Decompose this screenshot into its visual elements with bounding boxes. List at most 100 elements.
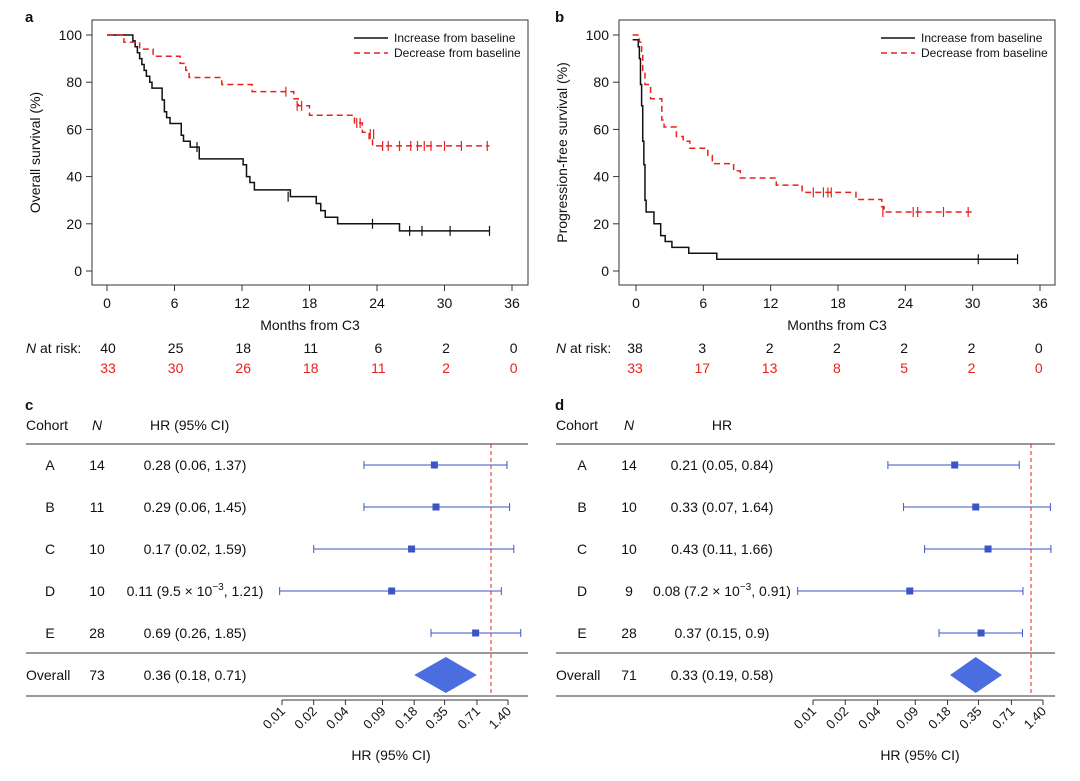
row-n: 14 xyxy=(621,457,637,473)
hr-point xyxy=(906,587,914,595)
risk-count-decrease: 26 xyxy=(235,360,251,376)
row-hr-text: 0.21 (0.05, 0.84) xyxy=(671,457,774,473)
y-tick-label: 40 xyxy=(66,169,82,185)
legend-label-increase: Increase from baseline xyxy=(394,31,516,45)
risk-label-rest: at risk: xyxy=(566,340,611,356)
row-cohort: A xyxy=(577,457,587,473)
risk-count-decrease: 0 xyxy=(510,360,518,376)
x-tick-label: 0.01 xyxy=(260,704,289,733)
x-tick-label: 0.01 xyxy=(791,704,820,733)
x-tick-label: 0.71 xyxy=(455,704,484,733)
overall-hr-text: 0.36 (0.18, 0.71) xyxy=(144,667,247,683)
row-n: 11 xyxy=(90,499,105,515)
row-hr-text: 0.37 (0.15, 0.9) xyxy=(675,625,770,641)
y-tick-label: 60 xyxy=(66,121,82,137)
survival-curve-increase xyxy=(632,38,1018,260)
risk-count-decrease: 8 xyxy=(833,360,841,376)
overall-diamond xyxy=(950,657,1002,693)
risk-count-decrease: 2 xyxy=(442,360,450,376)
row-cohort: E xyxy=(577,625,586,641)
y-tick-label: 20 xyxy=(593,216,609,232)
row-cohort: D xyxy=(577,583,587,599)
row-cohort: B xyxy=(45,499,54,515)
x-tick-label: 36 xyxy=(1032,295,1048,311)
row-hr-exponent: −3 xyxy=(740,582,752,593)
y-tick-label: 100 xyxy=(586,27,610,43)
x-tick-label: 0 xyxy=(632,295,640,311)
y-tick-label: 60 xyxy=(593,121,609,137)
x-tick-label: 6 xyxy=(699,295,707,311)
x-tick-label: 0.04 xyxy=(323,704,352,733)
col-header-n: N xyxy=(92,417,103,433)
risk-count-increase: 0 xyxy=(1035,340,1043,356)
row-n: 10 xyxy=(621,499,637,515)
row-cohort: A xyxy=(45,457,55,473)
risk-count-increase: 6 xyxy=(375,340,383,356)
risk-count-decrease: 30 xyxy=(168,360,184,376)
row-n: 10 xyxy=(89,583,105,599)
x-tick-label: 30 xyxy=(437,295,453,311)
col-header-n: N xyxy=(624,417,635,433)
survival-curve-increase xyxy=(107,34,490,232)
row-n: 10 xyxy=(621,541,637,557)
x-tick-label: 0 xyxy=(103,295,111,311)
x-axis-label: Months from C3 xyxy=(787,317,887,333)
risk-label-n: N xyxy=(26,340,37,356)
risk-count-increase: 2 xyxy=(833,340,841,356)
panel-letter-a: a xyxy=(25,9,34,26)
row-cohort: B xyxy=(577,499,586,515)
survival-curve-decrease xyxy=(107,34,490,147)
x-tick-label: 0.18 xyxy=(392,704,421,733)
x-tick-label: 0.02 xyxy=(291,704,320,733)
row-hr-text: 0.43 (0.11, 1.66) xyxy=(671,541,773,557)
hr-point xyxy=(972,503,980,511)
risk-count-decrease: 33 xyxy=(627,360,643,376)
risk-count-increase: 2 xyxy=(442,340,450,356)
risk-count-decrease: 17 xyxy=(695,360,711,376)
y-tick-label: 100 xyxy=(59,27,83,43)
row-cohort: C xyxy=(577,541,587,557)
x-tick-label: 0.09 xyxy=(360,704,389,733)
overall-label: Overall xyxy=(556,667,600,683)
row-hr-text: 0.08 (7.2 × 10−3, 0.91) xyxy=(653,582,791,599)
risk-count-increase: 11 xyxy=(304,340,319,356)
panel-letter-d: d xyxy=(555,397,564,414)
x-tick-label: 12 xyxy=(763,295,779,311)
hr-point xyxy=(472,629,480,637)
row-hr-exponent: −3 xyxy=(212,582,224,593)
risk-count-decrease: 13 xyxy=(762,360,778,376)
risk-count-increase: 38 xyxy=(627,340,643,356)
col-header-hr: HR (95% CI) xyxy=(150,417,229,433)
x-tick-label: 0.02 xyxy=(823,704,852,733)
risk-count-decrease: 2 xyxy=(968,360,976,376)
row-hr-text: 0.17 (0.02, 1.59) xyxy=(144,541,247,557)
x-tick-label: 0.18 xyxy=(925,704,954,733)
y-tick-label: 20 xyxy=(66,216,82,232)
plot-frame xyxy=(618,19,1056,286)
x-tick-label: 18 xyxy=(302,295,318,311)
row-hr-head: 0.08 (7.2 × 10 xyxy=(653,583,740,599)
risk-count-increase: 3 xyxy=(698,340,706,356)
x-tick-label: 0.04 xyxy=(855,704,884,733)
x-axis-label: HR (95% CI) xyxy=(880,747,959,763)
risk-count-increase: 25 xyxy=(168,340,184,356)
y-tick-label: 80 xyxy=(593,74,609,90)
y-tick-label: 80 xyxy=(66,74,82,90)
risk-count-increase: 0 xyxy=(510,340,518,356)
risk-count-decrease: 0 xyxy=(1035,360,1043,376)
x-tick-label: 12 xyxy=(234,295,250,311)
legend-label-decrease: Decrease from baseline xyxy=(921,46,1048,60)
x-tick-label: 1.40 xyxy=(486,704,515,733)
x-tick-label: 0.35 xyxy=(956,704,985,733)
col-header-cohort: Cohort xyxy=(26,417,68,433)
risk-count-decrease: 33 xyxy=(100,360,116,376)
legend-label-decrease: Decrease from baseline xyxy=(394,46,521,60)
row-hr-head: 0.11 (9.5 × 10 xyxy=(127,583,213,599)
overall-label: Overall xyxy=(26,667,70,683)
hr-point xyxy=(984,545,992,553)
row-cohort: D xyxy=(45,583,55,599)
x-tick-label: 18 xyxy=(830,295,846,311)
row-n: 9 xyxy=(625,583,633,599)
risk-label-rest: at risk: xyxy=(36,340,81,356)
hr-point xyxy=(430,461,438,469)
